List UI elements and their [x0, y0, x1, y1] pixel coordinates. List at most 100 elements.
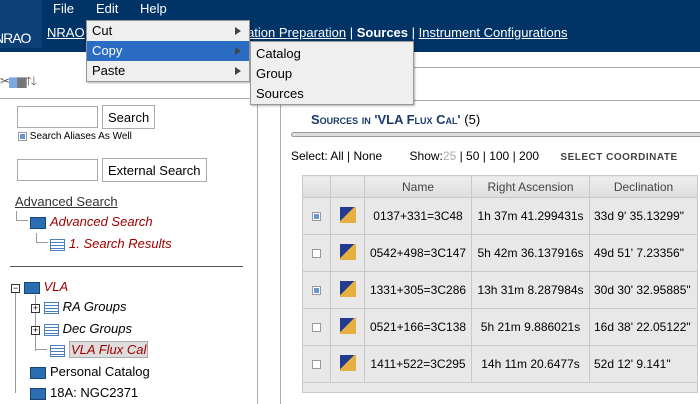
col-ra[interactable]: Right Ascension — [471, 175, 590, 198]
tree-node-ra-groups[interactable]: + RA Groups — [31, 299, 127, 314]
row-select-cell — [302, 308, 331, 346]
divider — [280, 100, 700, 101]
copy-icon[interactable]: ▆ — [9, 74, 18, 88]
collapse-icon[interactable]: − — [11, 283, 20, 293]
source-name: 0137+331=3C48 — [364, 197, 472, 235]
edit-pencil-icon[interactable] — [339, 317, 356, 334]
source-dec: 52d 12' 9.141" — [589, 345, 698, 383]
row-checkbox[interactable] — [312, 212, 321, 222]
search-aliases-checkbox[interactable] — [18, 131, 27, 141]
select-all-link[interactable]: All — [330, 149, 344, 163]
row-checkbox[interactable] — [312, 323, 321, 333]
copy-submenu: Catalog Group Sources — [250, 41, 414, 105]
source-ra: 13h 31m 8.287984s — [471, 271, 590, 309]
table-row[interactable]: 0521+166=3C138 5h 21m 9.886021s 16d 38' … — [302, 308, 698, 346]
search-input[interactable] — [17, 106, 98, 128]
list-icon — [50, 238, 65, 251]
source-dec: 49d 51' 7.23356" — [589, 234, 698, 272]
move-down-icon[interactable]: 🡓 — [30, 74, 37, 88]
col-name[interactable]: Name — [364, 175, 472, 198]
show-25: 25 — [442, 149, 457, 163]
nav-link-instrument-configurations[interactable]: Instrument Configurations — [418, 25, 568, 40]
catalog-icon — [23, 281, 40, 294]
edit-pencil-icon[interactable] — [339, 280, 356, 297]
search-button[interactable]: Search — [102, 105, 156, 129]
tree-node-personal-catalog[interactable]: Personal Catalog — [30, 364, 150, 379]
edit-pencil-icon[interactable] — [339, 206, 356, 223]
col-dec[interactable]: Declination — [589, 175, 698, 198]
tree-line — [15, 289, 16, 393]
source-name: 1411+522=3C295 — [364, 345, 472, 383]
submenu-item-catalog[interactable]: Catalog — [256, 46, 301, 61]
submenu-item-group[interactable]: Group — [256, 66, 293, 81]
table-row[interactable]: 1331+305=3C286 13h 31m 8.287984s 30d 30'… — [302, 271, 698, 309]
menu-help[interactable]: Help — [140, 1, 167, 16]
list-icon — [43, 323, 59, 336]
catalog-icon — [30, 366, 46, 379]
source-name: 0542+498=3C147 — [364, 234, 472, 272]
cut-icon[interactable]: ✂ — [0, 74, 10, 88]
edit-pencil-icon[interactable] — [339, 354, 356, 371]
row-checkbox[interactable] — [312, 360, 321, 370]
row-edit-cell — [330, 308, 365, 346]
tree-node-advanced-search[interactable]: Advanced Search — [30, 214, 153, 229]
nrao-logo[interactable]: NRAO — [0, 0, 42, 48]
expand-icon[interactable]: + — [31, 303, 40, 313]
table-row[interactable]: 1411+522=3C295 14h 11m 20.6477s 52d 12' … — [302, 345, 698, 383]
show-100[interactable]: 100 — [489, 149, 510, 163]
menu-file[interactable]: File — [53, 1, 74, 16]
show-50[interactable]: 50 — [466, 149, 480, 163]
source-dec: 33d 9' 35.13299" — [589, 197, 698, 235]
source-ra: 14h 11m 20.6477s — [471, 345, 590, 383]
tree-line — [35, 295, 36, 351]
advanced-search-link[interactable]: Advanced Search — [15, 194, 118, 209]
source-ra: 1h 37m 41.299431s — [471, 197, 590, 235]
paste-icon[interactable]: ▆ — [17, 74, 26, 88]
footer-cell — [302, 382, 698, 393]
row-edit-cell — [330, 345, 365, 383]
row-select-cell — [302, 197, 331, 235]
source-name: 1331+305=3C286 — [364, 271, 472, 309]
select-coordinate-label[interactable]: SELECT COORDINATE — [560, 152, 678, 163]
source-ra: 5h 21m 9.886021s — [471, 308, 590, 346]
tree-node-vla-flux-cal[interactable]: VLA Flux Cal — [50, 341, 149, 358]
external-search-input[interactable] — [17, 159, 98, 181]
source-name: 0521+166=3C138 — [364, 308, 472, 346]
nav-link-nrao[interactable]: NRAO — [47, 25, 85, 40]
table-footer — [302, 382, 698, 393]
menu-edit[interactable]: Edit — [96, 1, 119, 16]
col-edit — [330, 175, 365, 198]
tree-node-18a-ngc2371[interactable]: 18A: NGC2371 — [30, 385, 138, 400]
divider — [255, 67, 700, 68]
tree-node-dec-groups[interactable]: + Dec Groups — [31, 321, 132, 336]
menu-item-cut[interactable]: Cut — [87, 21, 249, 41]
divider — [10, 266, 243, 267]
sources-table: Name Right Ascension Declination 0137+33… — [302, 175, 698, 393]
row-checkbox[interactable] — [312, 249, 321, 259]
expand-icon[interactable]: + — [31, 325, 40, 335]
show-200[interactable]: 200 — [519, 149, 540, 163]
table-row[interactable]: 0137+331=3C48 1h 37m 41.299431s 33d 9' 3… — [302, 197, 698, 235]
tree-line — [36, 233, 48, 243]
scrollbar[interactable] — [291, 132, 700, 137]
search-aliases-option[interactable]: Search Aliases As Well — [18, 131, 132, 142]
menu-item-copy[interactable]: Copy — [87, 41, 249, 61]
submenu-item-sources[interactable]: Sources — [256, 86, 304, 101]
source-dec: 30d 30' 32.95885" — [589, 271, 698, 309]
edit-pencil-icon[interactable] — [339, 243, 356, 260]
move-up-icon[interactable]: 🡑 — [25, 74, 32, 88]
menu-item-paste[interactable]: Paste — [87, 61, 249, 81]
tree-node-search-results[interactable]: 1. Search Results — [50, 236, 172, 251]
tree-node-vla[interactable]: − VLA — [11, 279, 69, 294]
catalog-icon — [30, 216, 46, 229]
external-search-button[interactable]: External Search — [102, 158, 207, 182]
edit-menu: Cut Copy Paste — [86, 20, 250, 82]
row-checkbox[interactable] — [312, 286, 321, 296]
page-title: Sources in 'VLA Flux Cal' (5) — [311, 112, 481, 127]
select-none-link[interactable]: None — [353, 149, 383, 163]
table-row[interactable]: 0542+498=3C147 5h 42m 36.137916s 49d 51'… — [302, 234, 698, 272]
row-edit-cell — [330, 197, 365, 235]
source-ra: 5h 42m 36.137916s — [471, 234, 590, 272]
toolbar: ✂▆▆🡑🡓 — [0, 72, 37, 93]
list-icon — [50, 344, 65, 357]
